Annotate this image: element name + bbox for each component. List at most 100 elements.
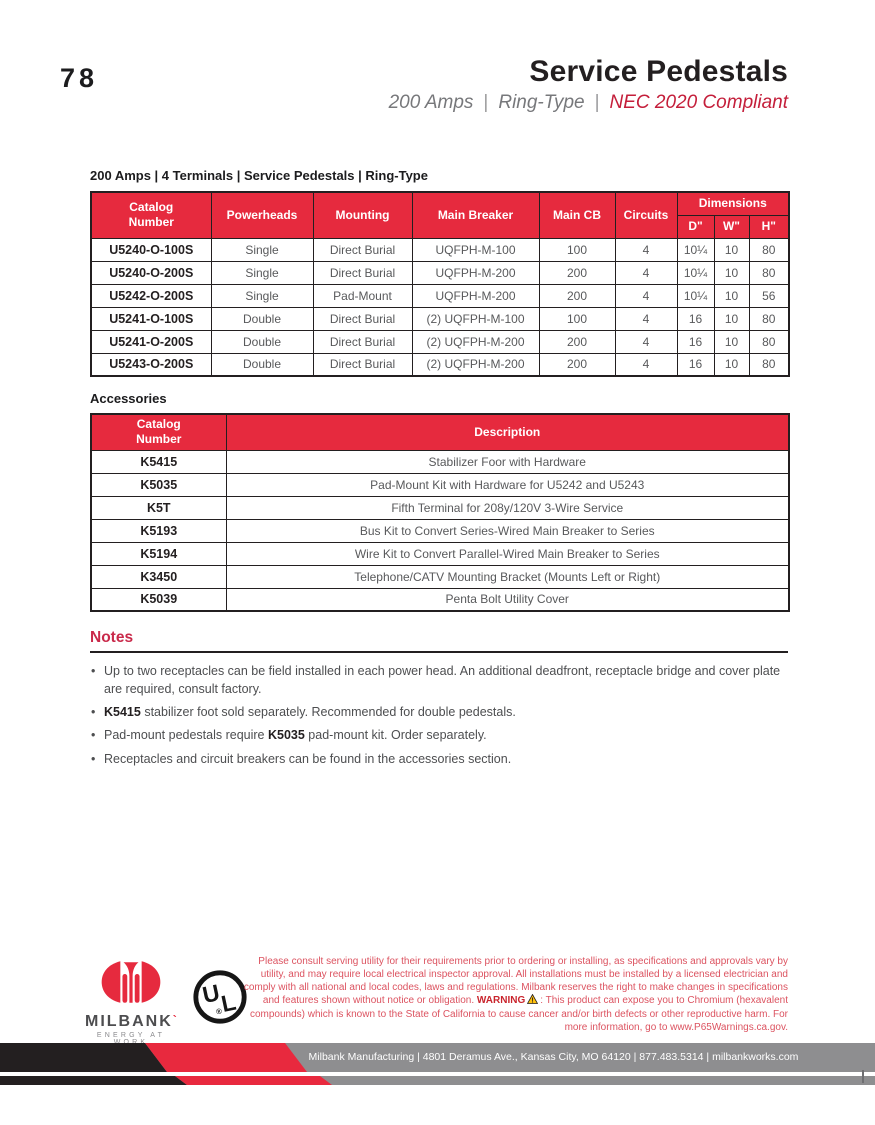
milbank-tagline: ENERGY AT WORK [96, 1032, 166, 1046]
table-cell: Direct Burial [312, 260, 413, 285]
milbank-wordmark: MILBANK` [85, 1013, 179, 1030]
table-cell: 200 [538, 260, 616, 285]
page-header: 78 Service Pedestals 200 Amps | Ring-Type |… [60, 55, 788, 114]
catalog-number-cell: K5194 [90, 541, 227, 566]
table-cell: 10 [713, 283, 750, 308]
table-row: U5243-O-200S Double Direct Burial (2) UQFPH… [90, 352, 790, 377]
accessories-label: Accessories [90, 391, 167, 406]
table-cell: (2) UQFPH-M-200 [411, 352, 540, 377]
col-header-main-breaker: Main Breaker [411, 191, 540, 239]
catalog-number-cell: U5240-O-100S [90, 237, 212, 262]
product-table: Catalog Number Powerheads Mounting Main … [90, 191, 790, 377]
table-cell: 100 [538, 306, 616, 331]
svg-text:U: U [200, 979, 222, 1008]
table-cell: 4 [614, 306, 678, 331]
col-header-height: H" [748, 214, 790, 239]
table-cell: (2) UQFPH-M-100 [411, 306, 540, 331]
footer-contact-text: Milbank Manufacturing | 4801 Deramus Ave… [308, 1051, 799, 1063]
catalog-number-cell: K5415 [90, 449, 227, 474]
catalog-number-cell: K5T [90, 495, 227, 520]
col-header-powerheads: Powerheads [210, 191, 314, 239]
col-header-mounting: Mounting [312, 191, 413, 239]
table-row: U5240-O-100S Single Direct Burial UQFPH-M-1… [90, 237, 790, 262]
table-cell: Double [210, 306, 314, 331]
footer-logos: MILBANK` ENERGY AT WORK U L ® [85, 958, 249, 1046]
page-title: Service Pedestals [529, 55, 788, 88]
svg-text:L: L [219, 988, 238, 1016]
table-cell: Direct Burial [312, 352, 413, 377]
table-cell: Single [210, 283, 314, 308]
table-row: K5T Fifth Terminal for 208y/120V 3-Wire S… [90, 495, 790, 520]
table-row: K5194 Wire Kit to Convert Parallel-Wired … [90, 541, 790, 566]
table-cell: 10¼ [676, 283, 715, 308]
ul-listed-icon: U L ® [191, 968, 249, 1031]
table-cell: 4 [614, 237, 678, 262]
footer-stripe-red-shape [175, 1076, 332, 1085]
table-cell: 4 [614, 352, 678, 377]
description-cell: Pad-Mount Kit with Hardware for U5242 an… [225, 472, 790, 497]
footer-stripe [0, 1076, 875, 1085]
table-cell: 16 [676, 329, 715, 354]
notes-divider [90, 651, 788, 653]
table-cell: Direct Burial [312, 306, 413, 331]
table-cell: Single [210, 237, 314, 262]
milbank-emblem-icon [99, 961, 163, 1010]
subtitle-part: Ring-Type [498, 92, 585, 113]
table-row: K5193 Bus Kit to Convert Series-Wired Mai… [90, 518, 790, 543]
table-cell: 80 [748, 329, 790, 354]
catalog-number-cell: K5039 [90, 587, 227, 612]
catalog-number-cell: U5241-O-200S [90, 329, 212, 354]
table-cell: 200 [538, 352, 616, 377]
table-cell: UQFPH-M-200 [411, 260, 540, 285]
table-cell: UQFPH-M-200 [411, 283, 540, 308]
col-header-catalog-number: Catalog Number [90, 191, 212, 239]
table-cell: 80 [748, 237, 790, 262]
table-row: K5039 Penta Bolt Utility Cover [90, 587, 790, 612]
table-cell: 10 [713, 352, 750, 377]
table-cell: 10 [713, 237, 750, 262]
acc-col-header-description: Description [225, 413, 790, 451]
notes-heading: Notes [90, 629, 134, 646]
col-header-circuits: Circuits [614, 191, 678, 239]
table-cell: 4 [614, 283, 678, 308]
accessories-table-header: Catalog Number Description [90, 413, 790, 451]
milbank-logo: MILBANK` ENERGY AT WORK [85, 958, 177, 1046]
title-block: Service Pedestals 200 Amps | Ring-Type | NEC… [389, 55, 788, 114]
table-cell: 200 [538, 329, 616, 354]
table-cell: Double [210, 352, 314, 377]
product-table-header: Catalog Number Powerheads Mounting Main … [90, 191, 790, 239]
subtitle-separator: | [594, 92, 600, 113]
trim-mark [862, 1070, 864, 1083]
subtitle-part: NEC 2020 Compliant [609, 92, 788, 113]
table-cell: 10¼ [676, 260, 715, 285]
table-row: U5241-O-100S Double Direct Burial (2) UQFPH… [90, 306, 790, 331]
table-cell: 80 [748, 260, 790, 285]
acc-col-header-catalog-number: Catalog Number [90, 413, 227, 451]
svg-text:!: ! [532, 997, 534, 1004]
catalog-number-cell: U5243-O-200S [90, 352, 212, 377]
col-header-width: W" [713, 214, 750, 239]
catalog-number-cell: K5035 [90, 472, 227, 497]
accessories-table-body: K5415 Stabilizer Foor with Hardware K5035 P… [90, 449, 790, 612]
footer-bar: Milbank Manufacturing | 4801 Deramus Ave… [0, 1043, 875, 1072]
catalog-number-cell: K5193 [90, 518, 227, 543]
table-row: K5035 Pad-Mount Kit with Hardware for U52… [90, 472, 790, 497]
description-cell: Fifth Terminal for 208y/120V 3-Wire Serv… [225, 495, 790, 520]
table-row: U5242-O-200S Single Pad-Mount UQFPH-M-200 20… [90, 283, 790, 308]
page-number: 78 [60, 63, 99, 93]
table-cell: 80 [748, 306, 790, 331]
note-item: Pad-mount pedestals require K5035 pad-mo… [90, 726, 788, 744]
warning-triangle-icon: ! [527, 993, 539, 1008]
product-table-title: 200 Amps | 4 Terminals | Service Pedesta… [90, 168, 428, 183]
svg-text:®: ® [215, 1006, 223, 1016]
table-cell: 80 [748, 352, 790, 377]
table-cell: 10 [713, 260, 750, 285]
catalog-number-cell: U5242-O-200S [90, 283, 212, 308]
catalog-number-cell: U5241-O-100S [90, 306, 212, 331]
footer-bar-black-shape [0, 1043, 167, 1072]
table-cell: 16 [676, 306, 715, 331]
accessories-table: Catalog Number Description K5415 Stabiliz… [90, 413, 790, 612]
col-header-dimensions: Dimensions [676, 191, 790, 216]
description-cell: Telephone/CATV Mounting Bracket (Mounts … [225, 564, 790, 589]
